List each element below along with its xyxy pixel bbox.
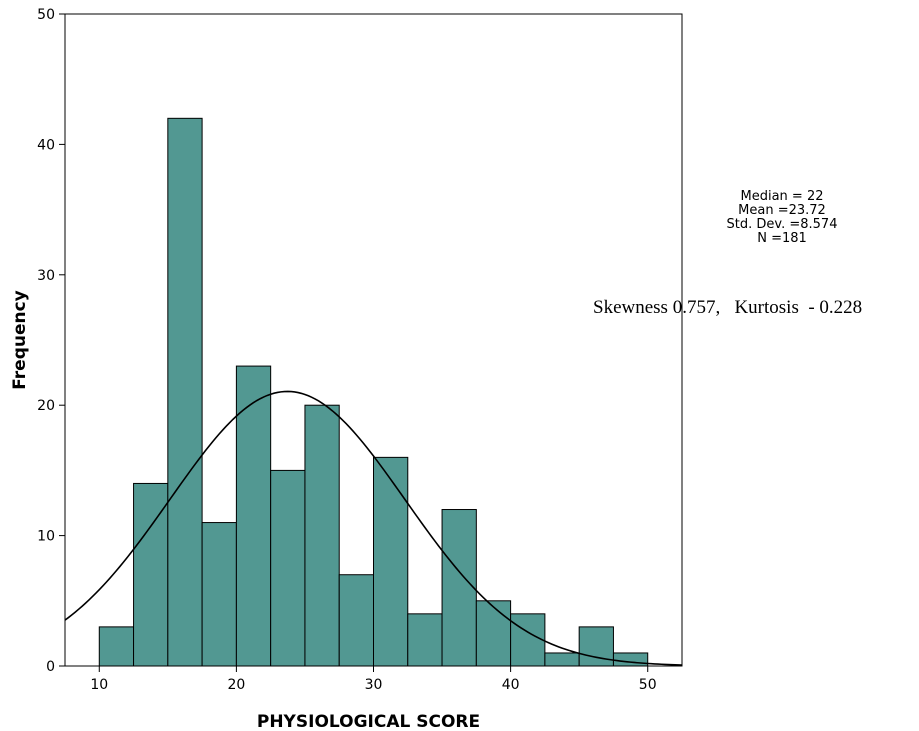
y-tick-label-40: 40 [37, 137, 55, 153]
mean-stat: Mean =23.72 [722, 204, 842, 218]
histogram-bar-10 [442, 510, 476, 666]
histogram-bar-12 [511, 614, 545, 666]
x-tick-label-10: 10 [90, 677, 108, 693]
x-tick-label-50: 50 [639, 677, 657, 693]
summary-statistics: Median = 22 Mean =23.72 Std. Dev. =8.574… [722, 190, 842, 246]
histogram-bar-5 [271, 470, 305, 666]
x-axis-label: PHYSIOLOGICAL SCORE [257, 712, 480, 731]
x-tick-label-30: 30 [365, 677, 383, 693]
median-stat: Median = 22 [722, 190, 842, 204]
histogram-bar-2 [168, 118, 202, 666]
n-stat: N =181 [722, 232, 842, 246]
histogram-bar-15 [613, 653, 647, 666]
skewness-kurtosis-annotation: Skewness 0.757, Kurtosis - 0.228 [593, 297, 862, 319]
y-tick-label-10: 10 [37, 529, 55, 545]
y-tick-label-20: 20 [37, 398, 55, 414]
histogram-bar-8 [374, 457, 408, 666]
histogram-bar-3 [202, 523, 236, 666]
histogram-bar-6 [305, 405, 339, 666]
histogram-bar-0 [99, 627, 133, 666]
y-tick-label-30: 30 [37, 268, 55, 284]
histogram-bars [99, 118, 647, 666]
y-axis-label: Frequency [10, 290, 30, 390]
std-dev-stat: Std. Dev. =8.574 [722, 218, 842, 232]
x-tick-label-40: 40 [502, 677, 520, 693]
y-tick-label-50: 50 [37, 7, 55, 23]
x-tick-label-20: 20 [227, 677, 245, 693]
histogram-bar-13 [545, 653, 579, 666]
histogram-bar-11 [476, 601, 510, 666]
histogram-bar-7 [339, 575, 373, 666]
y-tick-label-0: 0 [46, 659, 55, 675]
histogram-bar-9 [408, 614, 442, 666]
